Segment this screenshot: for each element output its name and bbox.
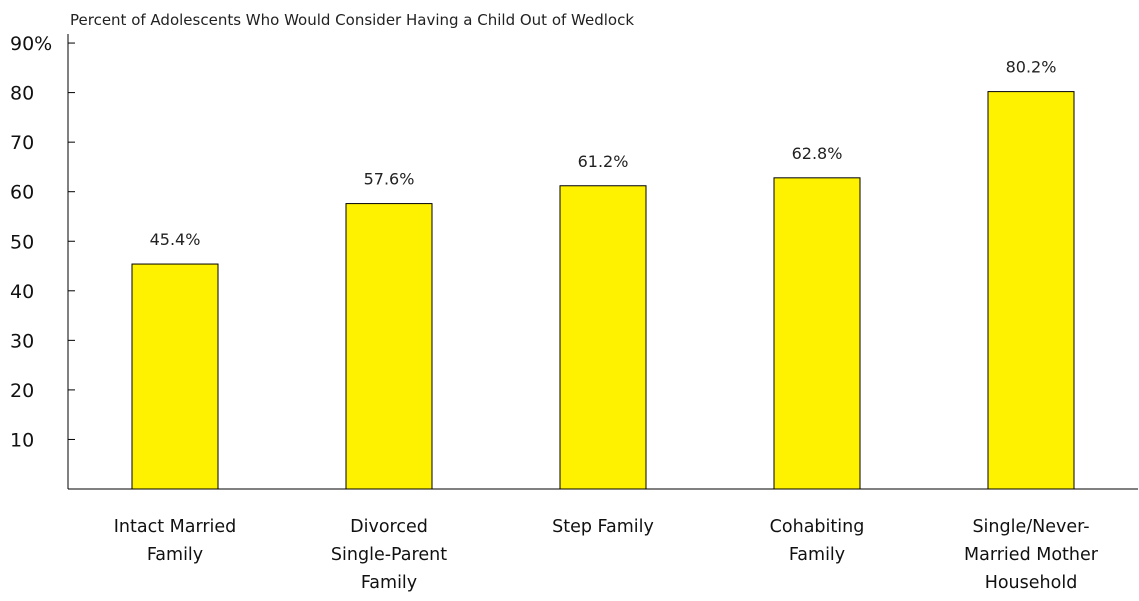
category-label: Intact Married — [114, 517, 237, 537]
x-axis-labels: Intact Married Family Divorced Single-Paren… — [114, 517, 1099, 593]
y-tick-label: 10 — [10, 429, 34, 451]
y-tick-label: 50 — [10, 231, 34, 253]
category-label: Divorced — [350, 517, 428, 537]
category-label: Single-Parent — [331, 545, 447, 565]
data-label: 61.2% — [578, 152, 629, 171]
y-tick-label: 40 — [10, 281, 34, 303]
bar — [131, 263, 219, 490]
y-tick-label: 60 — [10, 182, 34, 204]
category-label: Single/Never- — [972, 517, 1089, 537]
category-label: Household — [985, 573, 1078, 593]
category-label: Family — [147, 545, 203, 565]
data-label: 80.2% — [1006, 58, 1057, 77]
bar — [987, 91, 1075, 490]
bar — [345, 203, 433, 490]
category-label: Cohabiting — [770, 517, 865, 537]
data-label: 62.8% — [792, 144, 843, 163]
y-tick-label: 80 — [10, 83, 34, 105]
data-labels: 45.4% 57.6% 61.2% 62.8% 80.2% — [150, 58, 1057, 249]
bar — [559, 185, 647, 490]
category-label: Family — [361, 573, 417, 593]
data-label: 45.4% — [150, 230, 201, 249]
category-label: Married Mother — [964, 545, 1099, 565]
category-label: Family — [789, 545, 845, 565]
y-tick-label: 20 — [10, 380, 34, 402]
y-tick-label: 90% — [10, 33, 52, 55]
bar — [773, 177, 861, 490]
y-tick-label: 70 — [10, 132, 34, 154]
data-label: 57.6% — [364, 170, 415, 189]
y-axis: 10 20 30 40 50 60 70 80 90% — [10, 33, 75, 451]
chart-title: Percent of Adolescents Who Would Conside… — [70, 11, 634, 29]
y-tick-label: 30 — [10, 330, 34, 352]
category-label: Step Family — [552, 517, 654, 537]
bars — [131, 91, 1075, 490]
